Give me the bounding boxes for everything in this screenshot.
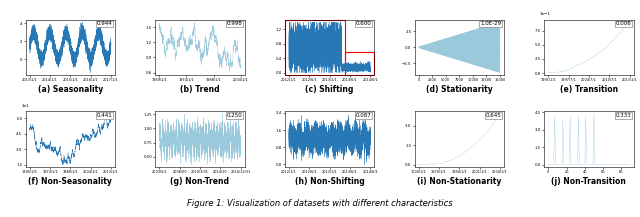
X-axis label: (j) Non-Transition: (j) Non-Transition [552, 177, 627, 186]
Bar [285, 20, 345, 75]
Text: 0.600: 0.600 [356, 21, 372, 26]
X-axis label: (b) Trend: (b) Trend [180, 85, 220, 94]
Text: 0.944: 0.944 [97, 21, 113, 26]
Text: 0.998: 0.998 [226, 21, 242, 26]
X-axis label: (g) Non-Trend: (g) Non-Trend [170, 177, 230, 186]
Bar [345, 52, 374, 75]
Text: 1.0E-29: 1.0E-29 [480, 21, 501, 26]
X-axis label: (e) Transition: (e) Transition [560, 85, 618, 94]
Text: 0.087: 0.087 [356, 113, 372, 118]
Text: Figure 1: Visualization of datasets with different characteristics: Figure 1: Visualization of datasets with… [187, 199, 453, 208]
X-axis label: (a) Seasonality: (a) Seasonality [38, 85, 103, 94]
X-axis label: (f) Non-Seasonality: (f) Non-Seasonality [28, 177, 112, 186]
Text: 0.333: 0.333 [615, 113, 631, 118]
X-axis label: (h) Non-Shifting: (h) Non-Shifting [295, 177, 364, 186]
Text: 0.250: 0.250 [226, 113, 242, 118]
X-axis label: (d) Stationarity: (d) Stationarity [426, 85, 493, 94]
Text: 0.006: 0.006 [615, 21, 631, 26]
X-axis label: (c) Shifting: (c) Shifting [305, 85, 354, 94]
Text: 0.645: 0.645 [486, 113, 501, 118]
Text: 0.441: 0.441 [97, 113, 113, 118]
X-axis label: (i) Non-Stationarity: (i) Non-Stationarity [417, 177, 501, 186]
